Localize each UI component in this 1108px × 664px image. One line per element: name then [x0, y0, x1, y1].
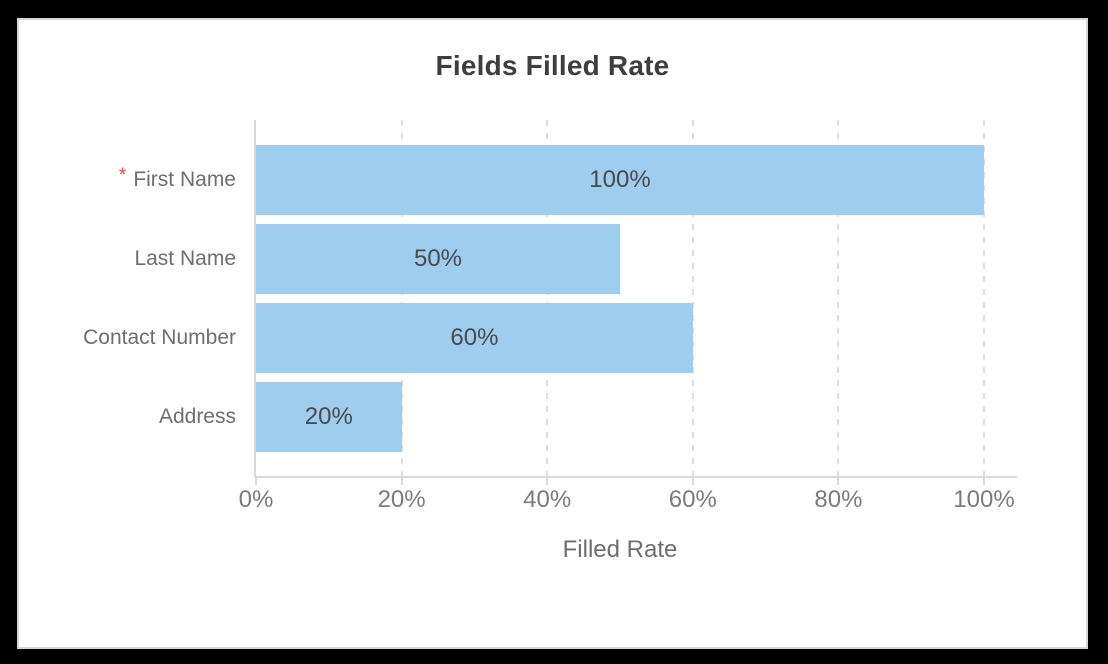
x-tick-label: 100% [953, 486, 1015, 513]
x-tick-label: 40% [523, 486, 572, 513]
bar-address[interactable]: 20% [256, 382, 402, 452]
bar-row: Contact Number 60% [83, 303, 984, 373]
bar-first-name[interactable]: 100% [256, 145, 984, 215]
x-tick-mark [546, 476, 549, 485]
bar-last-name[interactable]: 50% [256, 224, 620, 294]
x-tick-mark [400, 476, 403, 485]
plot-area: * First Name 100% Last Name 50% [83, 120, 1017, 563]
bar-row: Address 20% [159, 382, 984, 452]
x-tick-label: 80% [814, 486, 863, 513]
category-text: Contact Number [83, 326, 236, 349]
x-axis-title: Filled Rate [562, 536, 678, 563]
gridline [691, 120, 694, 476]
x-tick-label: 0% [238, 486, 274, 513]
bar-value-label: 100% [589, 166, 651, 193]
gridline [400, 120, 403, 476]
bar-row: Last Name 50% [134, 224, 984, 294]
bar-contact-number[interactable]: 60% [256, 303, 693, 373]
gridlines [256, 120, 985, 476]
x-tick-label: 60% [668, 486, 717, 513]
category-label: * First Name [119, 145, 236, 215]
bar-value-label: 20% [304, 403, 353, 430]
x-tick-label: 20% [377, 486, 426, 513]
plot-scale: * First Name 100% Last Name 50% [83, 120, 1015, 563]
category-label: Contact Number [83, 303, 236, 373]
gridline [983, 120, 985, 476]
chart-card: Fields Filled Rate * First Name 100% Las… [17, 18, 1088, 649]
category-label: Address [159, 382, 236, 452]
gridline [546, 120, 549, 476]
bar-row: * First Name 100% [119, 145, 984, 215]
category-text: First Name [133, 168, 236, 191]
category-text: Last Name [134, 247, 236, 270]
category-text: Address [158, 405, 236, 428]
bar-value-label: 50% [413, 245, 463, 272]
x-tick-mark [983, 476, 985, 485]
gridline [837, 120, 840, 476]
chart-title: Fields Filled Rate [435, 50, 670, 81]
bar-value-label: 60% [450, 324, 499, 351]
required-marker: * [118, 165, 127, 186]
category-label: Last Name [134, 224, 236, 294]
x-tick-mark [255, 476, 257, 485]
x-tick-mark [691, 476, 694, 485]
x-tick-mark [837, 476, 840, 485]
bar-rows: * First Name 100% Last Name 50% [83, 120, 984, 476]
